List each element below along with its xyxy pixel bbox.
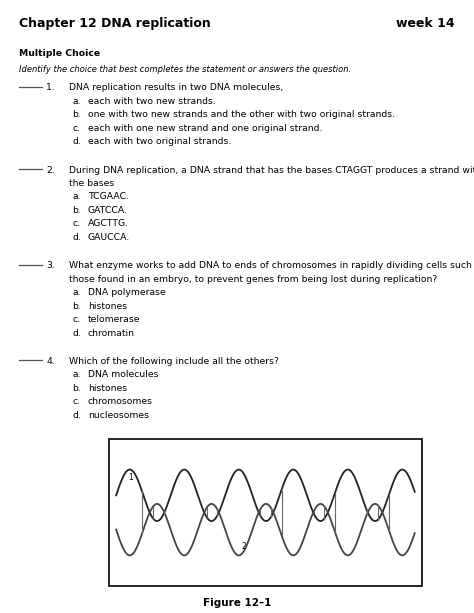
- Text: those found in an embryo, to prevent genes from being lost during replication?: those found in an embryo, to prevent gen…: [69, 275, 437, 284]
- Text: d.: d.: [72, 137, 81, 147]
- Text: b.: b.: [72, 110, 81, 120]
- Text: 3.: 3.: [46, 261, 55, 270]
- Text: a.: a.: [72, 97, 81, 106]
- Text: c.: c.: [72, 124, 80, 133]
- Text: During DNA replication, a DNA strand that has the bases CTAGGT produces a strand: During DNA replication, a DNA strand tha…: [69, 166, 474, 175]
- Text: 1.: 1.: [46, 83, 55, 93]
- Text: What enzyme works to add DNA to ends of chromosomes in rapidly dividing cells su: What enzyme works to add DNA to ends of …: [69, 261, 474, 270]
- Text: d.: d.: [72, 233, 81, 242]
- Text: chromosomes: chromosomes: [88, 397, 153, 406]
- Text: each with one new strand and one original strand.: each with one new strand and one origina…: [88, 124, 322, 133]
- Text: TCGAAC.: TCGAAC.: [88, 192, 128, 202]
- Text: one with two new strands and the other with two original strands.: one with two new strands and the other w…: [88, 110, 395, 120]
- Text: b.: b.: [72, 384, 81, 393]
- Text: DNA polymerase: DNA polymerase: [88, 288, 165, 297]
- Text: a.: a.: [72, 192, 81, 202]
- Text: Chapter 12 DNA replication: Chapter 12 DNA replication: [19, 17, 211, 30]
- Text: chromatin: chromatin: [88, 329, 135, 338]
- Text: DNA replication results in two DNA molecules,: DNA replication results in two DNA molec…: [69, 83, 283, 93]
- Text: d.: d.: [72, 411, 81, 420]
- Text: 2.: 2.: [46, 166, 55, 175]
- Text: Which of the following include all the others?: Which of the following include all the o…: [69, 357, 279, 366]
- Text: c.: c.: [72, 397, 80, 406]
- Text: 1: 1: [128, 473, 133, 482]
- Text: histones: histones: [88, 302, 127, 311]
- Text: 4.: 4.: [46, 357, 55, 366]
- FancyBboxPatch shape: [109, 439, 422, 586]
- Text: Figure 12–1: Figure 12–1: [203, 598, 271, 608]
- Text: telomerase: telomerase: [88, 315, 140, 324]
- Text: c.: c.: [72, 315, 80, 324]
- Text: week 14: week 14: [396, 17, 455, 30]
- Text: nucleosomes: nucleosomes: [88, 411, 149, 420]
- Text: a.: a.: [72, 370, 81, 379]
- Text: Multiple Choice: Multiple Choice: [19, 49, 100, 58]
- Text: b.: b.: [72, 302, 81, 311]
- Text: a.: a.: [72, 288, 81, 297]
- Text: each with two original strands.: each with two original strands.: [88, 137, 231, 147]
- Text: the bases: the bases: [69, 179, 114, 188]
- Text: DNA molecules: DNA molecules: [88, 370, 158, 379]
- Text: GAUCCA.: GAUCCA.: [88, 233, 130, 242]
- Text: GATCCA.: GATCCA.: [88, 206, 128, 215]
- Text: Identify the choice that best completes the statement or answers the question.: Identify the choice that best completes …: [19, 65, 351, 74]
- Text: each with two new strands.: each with two new strands.: [88, 97, 216, 106]
- Text: 2: 2: [242, 542, 246, 551]
- Text: b.: b.: [72, 206, 81, 215]
- Text: c.: c.: [72, 219, 80, 229]
- Text: histones: histones: [88, 384, 127, 393]
- Text: AGCTTG.: AGCTTG.: [88, 219, 128, 229]
- Text: d.: d.: [72, 329, 81, 338]
